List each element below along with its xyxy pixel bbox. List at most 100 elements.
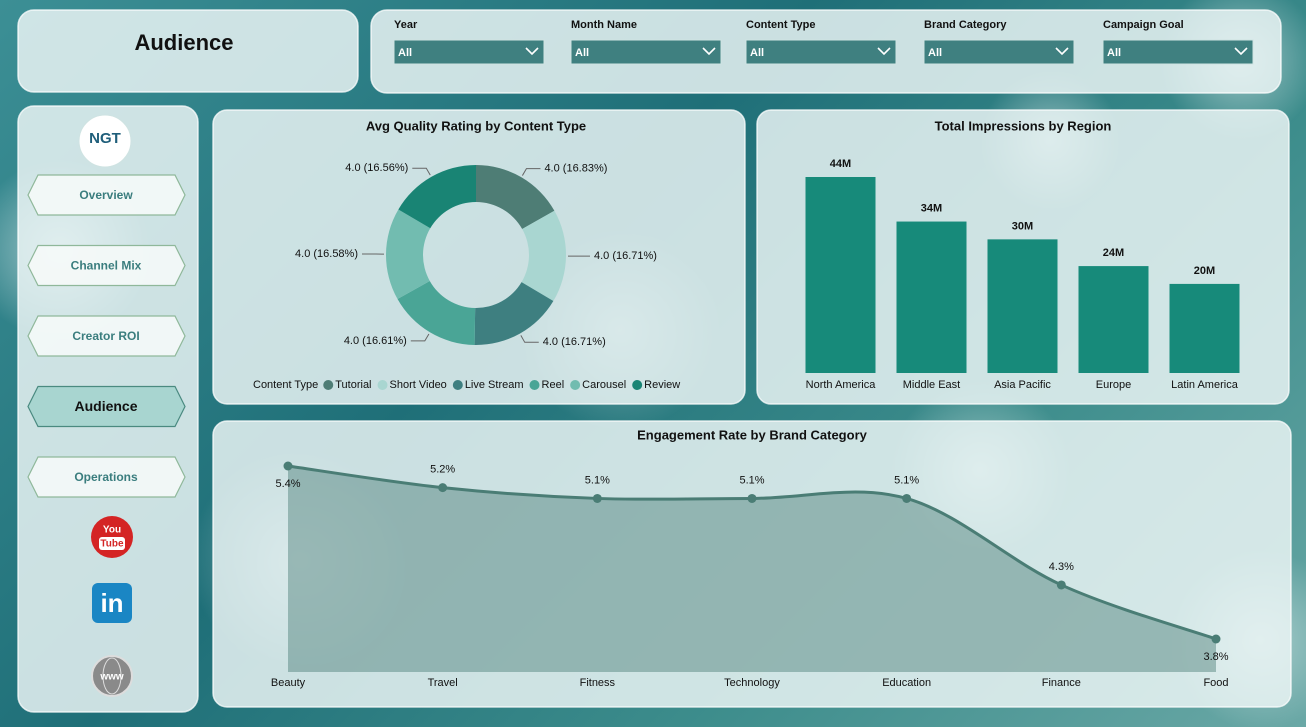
filter-dropdown[interactable] <box>923 39 1075 65</box>
data-label: 4.0 (16.56%) <box>345 162 408 174</box>
point <box>592 493 602 503</box>
donut-slice <box>397 280 476 345</box>
filter-dropdown[interactable] <box>1102 39 1254 65</box>
nav-button[interactable] <box>27 244 186 287</box>
data-label: 5.1% <box>585 474 610 486</box>
leader-line <box>412 167 431 176</box>
bar <box>987 239 1058 373</box>
nav-label: Audience <box>74 398 137 414</box>
filter-value: All <box>575 47 589 59</box>
bar <box>1078 266 1149 373</box>
filter-dropdown[interactable] <box>393 39 545 65</box>
youtube-text: Tube <box>100 539 124 550</box>
filter-label: Campaign Goal <box>1103 19 1184 31</box>
web-text: www <box>99 672 124 683</box>
filter-dropdown[interactable] <box>570 39 722 65</box>
filter-dropdown[interactable] <box>745 39 897 65</box>
point <box>283 461 293 471</box>
nav-button[interactable] <box>27 385 186 428</box>
legend-title: Content Type <box>253 379 318 391</box>
point <box>438 483 448 493</box>
x-tick-label: Europe <box>1096 379 1131 391</box>
leader-line <box>521 168 541 176</box>
nav-label: Channel Mix <box>71 259 142 273</box>
logo-circle <box>78 114 132 168</box>
dropdown-chevron <box>1055 47 1069 56</box>
chart-title: Total Impressions by Region <box>935 118 1112 133</box>
bar <box>805 177 876 373</box>
legend-swatch <box>377 380 388 390</box>
nav-button[interactable] <box>27 174 186 216</box>
data-label: 4.3% <box>1049 561 1074 573</box>
legend-label: Short Video <box>390 379 447 391</box>
nav-label: Creator ROI <box>72 329 139 343</box>
data-label: 4.0 (16.61%) <box>344 335 407 347</box>
filter-label: Brand Category <box>924 19 1007 31</box>
filter-label: Content Type <box>746 19 815 31</box>
linkedin-text: in <box>100 588 123 618</box>
filter-label: Month Name <box>571 19 637 31</box>
donut-slice <box>521 210 566 302</box>
leader-line <box>410 333 430 342</box>
bar <box>1169 283 1240 373</box>
data-label: 5.1% <box>739 474 764 486</box>
leader-line <box>520 335 539 343</box>
legend-label: Tutorial <box>335 379 371 391</box>
x-tick-label: Education <box>882 677 931 689</box>
legend-label: Review <box>644 379 680 391</box>
x-tick-label: North America <box>806 379 877 391</box>
filter-value: All <box>928 47 942 59</box>
nav-label: Operations <box>74 470 138 484</box>
data-label: 5.2% <box>430 464 455 476</box>
point <box>902 493 912 503</box>
dropdown-chevron <box>877 47 891 56</box>
linkedin-icon[interactable]: in <box>92 583 132 623</box>
filter-value: All <box>398 47 412 59</box>
legend-swatch <box>529 380 540 390</box>
x-tick-label: Latin America <box>1171 379 1239 391</box>
x-tick-label: Fitness <box>580 677 616 689</box>
data-label: 4.0 (16.71%) <box>543 336 606 348</box>
linkedin-box <box>92 583 132 623</box>
data-label: 30M <box>1012 220 1033 232</box>
x-tick-label: Travel <box>428 677 458 689</box>
donut-slice <box>474 282 554 345</box>
legend-label: Carousel <box>582 379 626 391</box>
data-label: 5.4% <box>275 478 300 490</box>
dropdown-chevron <box>525 47 539 56</box>
filter-value: All <box>1107 47 1121 59</box>
donut-slice <box>398 165 476 229</box>
title-panel <box>17 9 359 93</box>
legend-label: Live Stream <box>465 379 524 391</box>
data-label: 34M <box>921 202 942 214</box>
legend-label: Reel <box>542 379 565 391</box>
legend-swatch <box>452 380 463 390</box>
donut-slice <box>476 165 555 229</box>
x-tick-label: Asia Pacific <box>994 379 1051 391</box>
logo-text: NGT <box>89 130 121 147</box>
web-icon[interactable]: www <box>91 655 133 697</box>
legend-swatch <box>570 380 581 390</box>
data-label: 24M <box>1103 247 1124 259</box>
nav-label: Overview <box>79 188 133 202</box>
data-label: 5.1% <box>894 474 919 486</box>
page-title: Audience <box>134 30 233 55</box>
dropdown-chevron <box>1234 47 1248 56</box>
nav-button[interactable] <box>27 315 186 357</box>
legend-swatch <box>323 380 334 390</box>
data-label: 4.0 (16.58%) <box>295 248 358 260</box>
nav-button[interactable] <box>27 456 186 498</box>
web-circle <box>91 655 133 697</box>
x-tick-label: Food <box>1203 677 1228 689</box>
bar <box>896 221 967 373</box>
filter-label: Year <box>394 19 418 31</box>
youtube-badge <box>99 537 125 550</box>
data-label: 44M <box>830 158 851 170</box>
point <box>1056 580 1066 590</box>
youtube-icon[interactable]: You Tube <box>91 516 133 558</box>
x-tick-label: Beauty <box>271 677 306 689</box>
web-meridian <box>102 657 122 695</box>
chart-title: Engagement Rate by Brand Category <box>637 427 867 442</box>
